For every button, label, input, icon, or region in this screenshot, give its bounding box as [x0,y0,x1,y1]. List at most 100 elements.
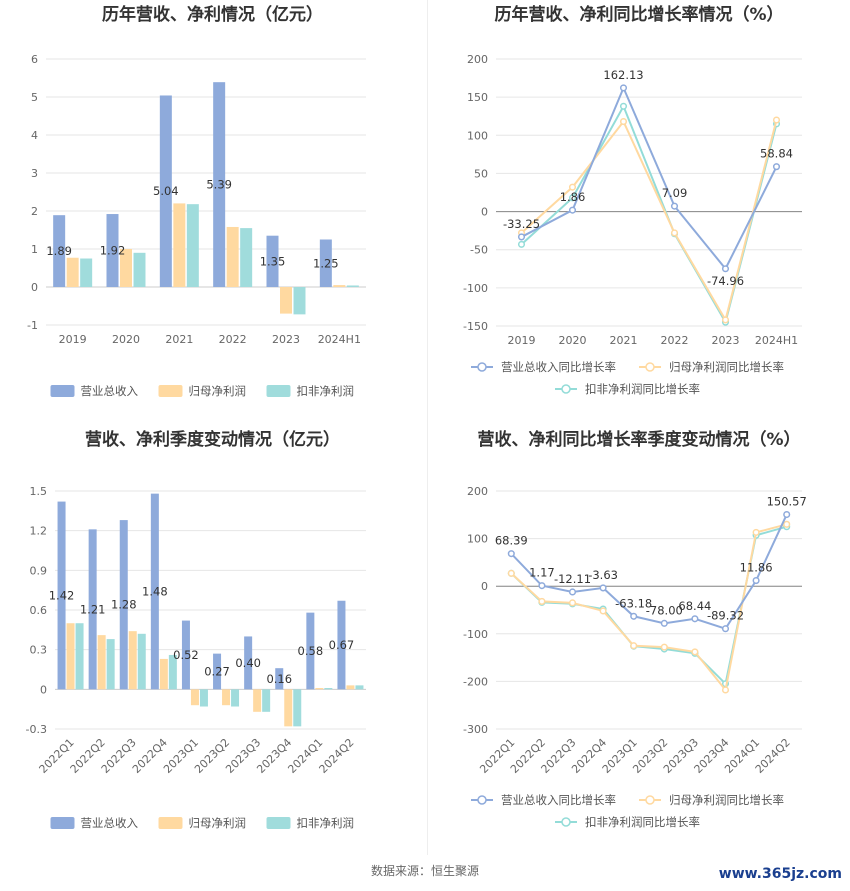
x-tick-label: 2022 [219,333,247,346]
data-point [507,550,515,558]
bar-net-profit [66,623,75,690]
legend-marker [645,795,655,805]
bar-net-profit [159,658,168,690]
x-tick-label: 2021 [165,333,193,346]
legend-marker [477,362,487,372]
data-label: 0.67 [329,638,355,652]
y-tick-label: 0.9 [30,564,48,577]
bar-deducted-profit [80,258,93,287]
legend-marker [561,384,571,394]
data-point [507,569,515,577]
legend-swatch [266,385,291,397]
chart-title: 历年营收、净利情况（亿元） [102,4,323,25]
data-label: 0.16 [266,672,292,686]
data-label: 1.28 [111,598,137,612]
bar-net-profit [333,285,346,287]
bar-net-profit [190,689,199,706]
data-point [670,202,679,210]
data-point [568,183,577,191]
data-point [630,612,638,620]
data-label: -78.00 [646,603,683,617]
legend-label: 扣非净利润 [297,384,355,398]
data-point [660,643,668,651]
data-point [752,577,760,585]
y-tick-label: 0 [31,281,38,294]
legend-marker [561,817,571,827]
y-tick-label: -100 [463,628,488,641]
y-tick-label: 100 [467,129,488,142]
bar-deducted-profit [137,633,146,690]
legend-label: 归母净利润 [189,384,247,398]
bar-deducted-profit [293,689,302,727]
bar-deducted-profit [293,287,306,315]
data-label: 0.40 [235,656,261,670]
bar-deducted-profit [186,204,199,287]
data-label: 5.39 [206,178,232,192]
data-point [619,118,628,126]
bar-deducted-profit [168,654,177,690]
legend-label: 营业总收入 [81,384,139,398]
legend-label: 归母净利润同比增长率 [669,360,784,374]
y-tick-label: 0.3 [30,644,48,657]
data-label: -3.63 [588,568,618,582]
legend-label: 扣非净利润同比增长率 [585,815,700,829]
legend-marker [645,362,655,372]
chart-title: 历年营收、净利同比增长率情况（%） [494,4,783,25]
y-tick-label: -100 [463,282,488,295]
data-label: 1.89 [46,244,72,258]
data-label: 1.92 [100,244,126,258]
bar-deducted-profit [75,623,84,690]
data-point [568,599,577,607]
x-tick-label: 2020 [112,333,140,346]
legend-label: 扣非净利润 [297,816,355,830]
quarterly-growth-line-chart: 营收、净利同比增长率季度变动情况（%） -300 -200 -100 0 100 200 20… [428,425,850,845]
legend-label: 归母净利润 [189,816,247,830]
data-point [517,240,526,248]
data-label: 1.25 [313,256,339,270]
series-line-net-profit [510,523,787,693]
data-point [721,265,730,273]
y-tick-label: 5 [31,91,38,104]
bar-net-profit [315,688,324,690]
y-tick-label: 0.6 [30,604,48,617]
bar-deducted-profit [133,252,146,287]
data-point [538,582,546,590]
data-label: 150.57 [767,495,807,509]
data-point [599,584,607,592]
data-label: 1.48 [142,584,168,598]
y-tick-label: 3 [31,167,38,180]
series-line-deducted-profit [520,103,778,325]
bar-deducted-profit [346,285,359,287]
series-line-net-profit [520,119,778,323]
y-tick-label: -0.3 [26,723,47,736]
y-tick-label: 6 [31,53,38,66]
legend-swatch [50,385,75,397]
data-point [772,116,781,124]
data-point [619,84,628,92]
bar-deducted-profit [231,689,240,707]
legend-label: 营业总收入 [81,816,139,830]
data-label: 1.35 [260,254,286,268]
annual-growth-line-chart: 历年营收、净利同比增长率情况（%） -150 -100 -50 0 50 100 150 200… [428,0,850,410]
data-point [568,206,577,214]
data-point [721,686,730,694]
bar-net-profit [226,226,239,287]
y-tick-label: -50 [470,244,488,257]
series-line-revenue [510,514,788,630]
bar-net-profit [97,635,106,690]
y-tick-label: 150 [467,91,488,104]
legend-swatch [158,817,183,829]
bar-revenue [275,668,284,690]
x-tick-label: 2024H1 [318,333,361,346]
quarterly-bar-chart: 营收、净利季度变动情况（亿元） -0.3 0 0.3 0.6 0.9 1.2 1.5 1.42 2… [0,425,425,845]
y-tick-label: 200 [467,485,488,498]
data-point [752,528,760,536]
bar-revenue [119,520,128,690]
data-label: 0.58 [298,644,324,658]
data-label: 68.44 [678,599,711,613]
legend-swatch [158,385,183,397]
x-tick-label: 2019 [508,334,536,347]
bar-deducted-profit [324,688,333,690]
data-label: 1.86 [560,190,586,204]
data-label: 1.21 [80,602,106,616]
